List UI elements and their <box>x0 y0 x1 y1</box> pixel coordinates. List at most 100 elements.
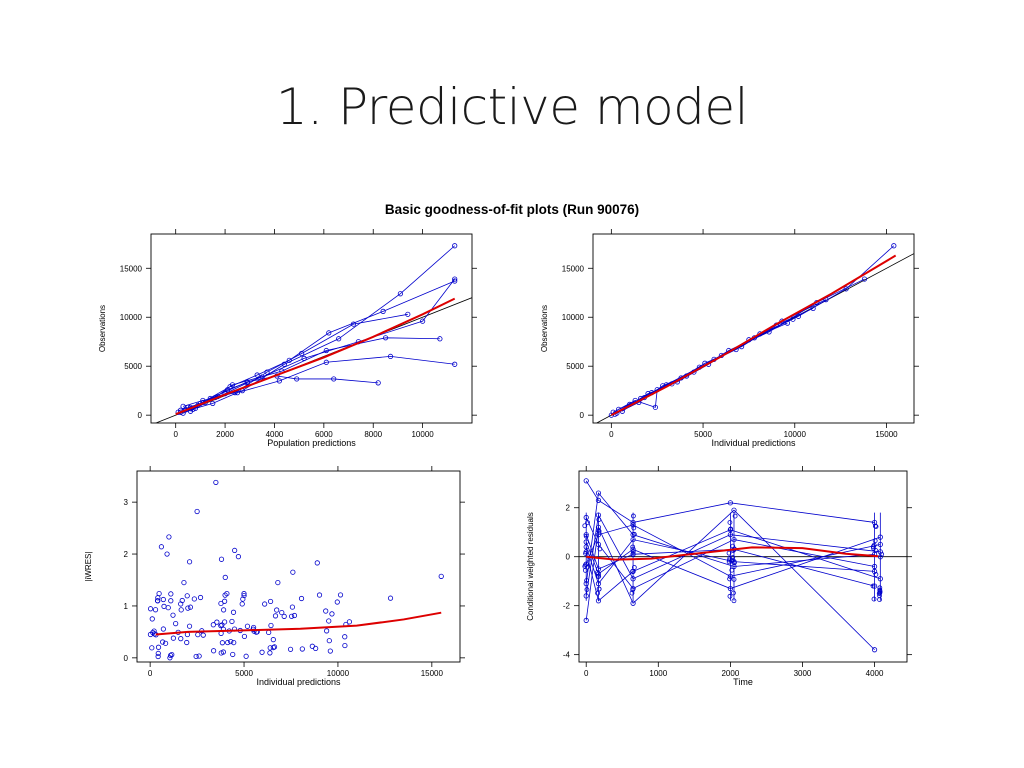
data-point <box>342 642 348 649</box>
data-point <box>222 598 228 604</box>
data-point <box>727 593 733 599</box>
data-point <box>187 604 194 610</box>
data-point <box>879 551 885 557</box>
data-point <box>323 359 329 365</box>
data-point <box>420 318 426 324</box>
series-line <box>182 356 455 414</box>
data-point <box>155 644 162 650</box>
data-point <box>873 572 879 577</box>
data-point <box>154 598 161 604</box>
data-point <box>213 479 219 486</box>
data-point <box>596 528 602 534</box>
data-point <box>274 607 280 613</box>
data-point <box>254 372 260 378</box>
data-point <box>727 576 733 582</box>
data-point <box>652 404 658 410</box>
data-point <box>173 621 179 627</box>
data-point <box>630 600 636 606</box>
y-axis-label: |iWRES| <box>84 552 93 582</box>
x-axis-label: Individual predictions <box>256 677 341 687</box>
data-point <box>155 650 161 657</box>
data-point <box>210 400 216 407</box>
data-point <box>150 630 156 636</box>
data-point <box>168 591 174 597</box>
y-tick-label: 5000 <box>566 362 584 371</box>
data-point <box>241 591 247 597</box>
data-point <box>235 554 242 560</box>
data-point <box>872 538 878 544</box>
data-point <box>289 613 295 619</box>
series-line <box>585 529 881 602</box>
data-point <box>195 632 201 638</box>
data-point <box>583 551 588 556</box>
data-point <box>336 336 342 342</box>
data-point <box>327 648 333 654</box>
data-point <box>166 534 172 540</box>
x-tick-label: 4000 <box>866 669 884 678</box>
x-tick-label: 3000 <box>794 669 812 678</box>
series-8 <box>180 311 411 409</box>
data-point <box>152 607 159 613</box>
data-point <box>316 592 323 598</box>
data-point <box>156 590 162 597</box>
data-point <box>290 569 296 575</box>
data-point <box>286 357 292 363</box>
x-axis-label: Population predictions <box>267 438 356 448</box>
data-point <box>158 544 165 550</box>
data-point <box>289 604 296 610</box>
y-tick-label: -2 <box>563 602 571 611</box>
data-point <box>585 564 590 570</box>
data-point <box>387 595 394 601</box>
data-point <box>219 640 225 646</box>
data-point <box>165 605 171 611</box>
data-point <box>631 565 637 570</box>
data-point <box>228 638 234 645</box>
data-point <box>597 546 603 552</box>
data-point <box>162 640 169 646</box>
y-tick-label: 15000 <box>562 264 585 273</box>
y-tick-label: 0 <box>580 411 585 420</box>
data-point <box>193 653 199 660</box>
series-line <box>190 375 379 412</box>
data-point <box>309 643 315 649</box>
data-point <box>382 335 389 341</box>
y-tick-label: 2 <box>566 504 571 513</box>
data-point <box>240 596 246 602</box>
data-point <box>732 513 738 519</box>
data-point <box>732 560 737 566</box>
data-point <box>346 619 353 625</box>
data-point <box>267 650 273 656</box>
data-point <box>266 629 272 636</box>
data-point <box>730 543 736 549</box>
data-point <box>871 647 878 653</box>
data-point <box>281 613 287 619</box>
data-point <box>323 608 329 614</box>
y-axis-label: Observations <box>98 305 107 352</box>
data-point <box>232 547 238 554</box>
data-point <box>230 609 237 615</box>
data-point <box>210 622 216 628</box>
data-point <box>452 243 458 249</box>
plot-frame <box>136 470 461 663</box>
plot-frame <box>592 233 915 424</box>
data-point <box>275 579 281 586</box>
panel-ipred-obs: 0 5000 10000 15000 0 5000 10000 15000 Individual… <box>540 229 919 448</box>
data-point <box>342 634 348 640</box>
point-cloud <box>147 590 353 661</box>
data-point <box>218 600 224 607</box>
data-point <box>227 384 233 390</box>
data-point <box>452 361 458 367</box>
y-tick-label: 15000 <box>120 264 143 273</box>
data-point <box>184 593 190 599</box>
data-point <box>231 639 237 646</box>
smooth-line <box>175 297 456 416</box>
data-point <box>218 650 224 656</box>
series-7 <box>178 278 458 413</box>
x-tick-label: 1000 <box>649 669 667 678</box>
data-point <box>224 590 230 597</box>
data-point <box>585 520 590 526</box>
series-2 <box>182 243 458 412</box>
data-point <box>631 531 637 537</box>
data-point <box>314 560 320 566</box>
